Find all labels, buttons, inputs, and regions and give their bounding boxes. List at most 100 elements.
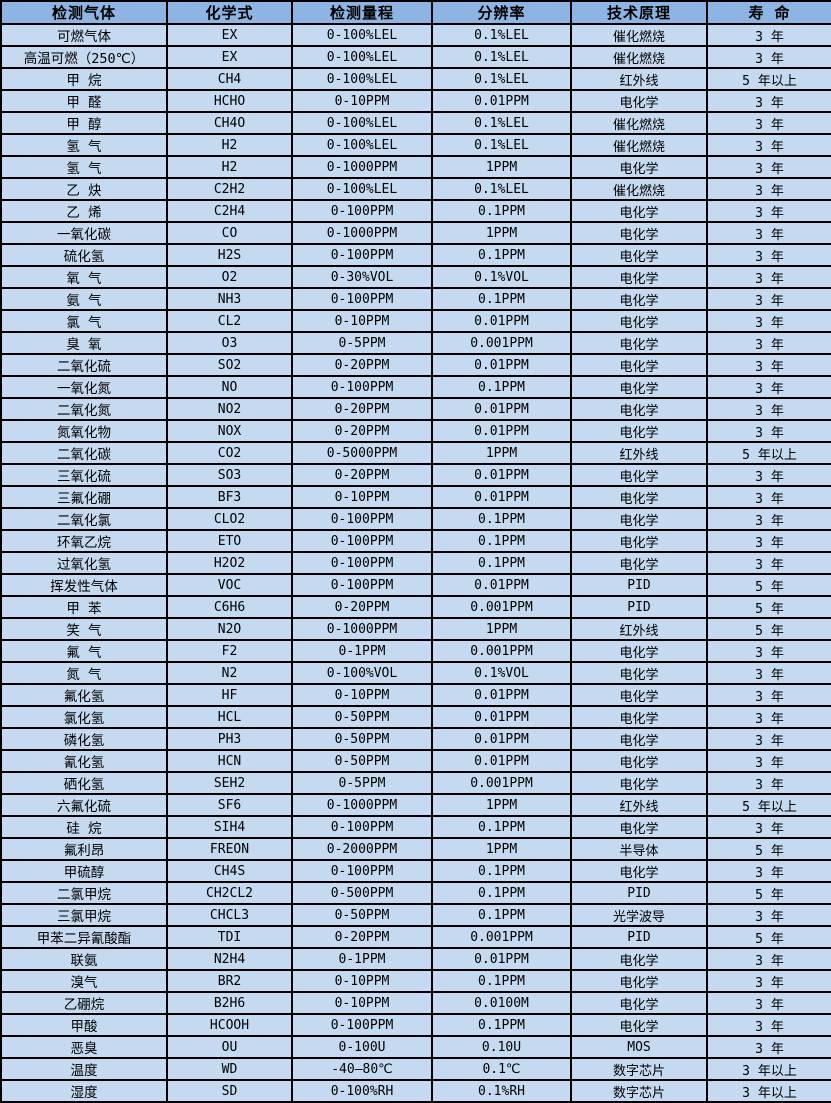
table-cell: 0.001PPM [431, 595, 572, 619]
table-cell: 电化学 [570, 507, 708, 531]
table-cell: 1PPM [431, 221, 572, 245]
table-cell: C2H2 [166, 177, 293, 201]
table-cell: ETO [166, 529, 293, 553]
gas-name-cell: 乙 炔 [0, 177, 168, 201]
table-cell: 3 年 [706, 969, 831, 993]
table-cell: 3 年 [706, 331, 831, 355]
table-cell: MOS [570, 1035, 708, 1059]
table-cell: 0.001PPM [431, 639, 572, 663]
gas-name-cell: 过氧化氢 [0, 551, 168, 575]
table-row: 甲 烷 CH4 0-100%LEL 0.1%LEL 红外线 5 年以上 [0, 67, 831, 91]
table-cell: 电化学 [570, 1013, 708, 1037]
gas-name-cell: 二氧化碳 [0, 441, 168, 465]
table-cell: 0-20PPM [291, 595, 433, 619]
table-cell: B2H6 [166, 991, 293, 1015]
gas-name-cell: 氢 气 [0, 133, 168, 157]
table-cell: 电化学 [570, 265, 708, 289]
table-row: 挥发性气体 VOC 0-100PPM 0.01PPM PID 5 年 [0, 573, 831, 597]
gas-name-cell: 六氟化硫 [0, 793, 168, 817]
table-cell: 0-100PPM [291, 815, 433, 839]
table-cell: N2 [166, 661, 293, 685]
table-cell: H2 [166, 155, 293, 179]
table-header: 检测气体 化学式 检测量程 分辨率 技术原理寿 命 [0, 0, 831, 25]
gas-name-cell: 氨 气 [0, 287, 168, 311]
gas-name-cell: 氢 气 [0, 155, 168, 179]
table-cell: 红外线 [570, 793, 708, 817]
table-cell: 3 年 [706, 991, 831, 1015]
table-cell: C6H6 [166, 595, 293, 619]
header-row: 检测气体 化学式 检测量程 分辨率 技术原理寿 命 [0, 0, 831, 25]
table-cell: 0-100%LEL [291, 111, 433, 135]
table-cell: 3 年 [706, 243, 831, 267]
gas-name-cell: 二氧化硫 [0, 353, 168, 377]
table-cell: 0.01PPM [431, 397, 572, 421]
table-cell: 0-20PPM [291, 925, 433, 949]
table-row: 乙 炔 C2H2 0-100%LEL 0.1%LEL 催化燃烧 3 年 [0, 177, 831, 201]
gas-name-cell: 三氟化硼 [0, 485, 168, 509]
table-cell: CL2 [166, 309, 293, 333]
table-cell: 0.01PPM [431, 749, 572, 773]
table-cell: 催化燃烧 [570, 177, 708, 201]
table-row: 二氧化碳 CO2 0-5000PPM 1PPM 红外线 5 年以上 [0, 441, 831, 465]
table-cell: 红外线 [570, 617, 708, 641]
table-cell: 3 年 [706, 89, 831, 113]
table-cell: 3 年 [706, 749, 831, 773]
table-row: 过氧化氢 H2O2 0-100PPM 0.1PPM 电化学 3 年 [0, 551, 831, 575]
gas-name-cell: 联氨 [0, 947, 168, 971]
table-cell: 0-5000PPM [291, 441, 433, 465]
gas-name-cell: 二氧化氮 [0, 397, 168, 421]
table-cell: 0.1PPM [431, 199, 572, 223]
table-cell: 0.1%LEL [431, 23, 572, 47]
table-cell: 0-100%RH [291, 1079, 433, 1103]
table-cell: 电化学 [570, 331, 708, 355]
table-cell: 0-2000PPM [291, 837, 433, 861]
table-cell: 0-100%LEL [291, 133, 433, 157]
table-cell: 3 年 [706, 661, 831, 685]
table-cell: 电化学 [570, 529, 708, 553]
table-cell: PID [570, 925, 708, 949]
table-cell: CH4O [166, 111, 293, 135]
table-row: 三氧化硫 SO3 0-20PPM 0.01PPM 电化学 3 年 [0, 463, 831, 487]
table-cell: 电化学 [570, 375, 708, 399]
table-cell: 0-50PPM [291, 749, 433, 773]
table-row: 甲 醇 CH4O 0-100%LEL 0.1%LEL 催化燃烧 3 年 [0, 111, 831, 135]
table-row: 甲酸 HCOOH 0-100PPM 0.1PPM 电化学 3 年 [0, 1013, 831, 1037]
table-cell: CLO2 [166, 507, 293, 531]
table-cell: 0-10PPM [291, 683, 433, 707]
gas-name-cell: 氟 气 [0, 639, 168, 663]
table-cell: 0-20PPM [291, 397, 433, 421]
gas-name-cell: 臭 氧 [0, 331, 168, 355]
table-cell: 电化学 [570, 221, 708, 245]
table-row: 臭 氧 O3 0-5PPM 0.001PPM 电化学 3 年 [0, 331, 831, 355]
table-row: 硅 烷 SIH4 0-100PPM 0.1PPM 电化学 3 年 [0, 815, 831, 839]
table-cell: NO2 [166, 397, 293, 421]
table-cell: 3 年 [706, 375, 831, 399]
gas-name-cell: 氯化氢 [0, 705, 168, 729]
table-row: 氟化氢 HF 0-10PPM 0.01PPM 电化学 3 年 [0, 683, 831, 707]
table-cell: 3 年 [706, 639, 831, 663]
table-cell: 3 年 [706, 529, 831, 553]
table-cell: 催化燃烧 [570, 133, 708, 157]
table-cell: 红外线 [570, 67, 708, 91]
table-cell: 0.1%LEL [431, 111, 572, 135]
table-cell: 0.01PPM [431, 463, 572, 487]
table-cell: CHCL3 [166, 903, 293, 927]
table-cell: 0-100PPM [291, 529, 433, 553]
table-cell: 0-1000PPM [291, 155, 433, 179]
table-cell: SO2 [166, 353, 293, 377]
table-cell: 0.1%VOL [431, 265, 572, 289]
table-row: 二氯甲烷 CH2CL2 0-500PPM 0.1PPM PID 5 年 [0, 881, 831, 905]
table-cell: O3 [166, 331, 293, 355]
table-cell: 5 年以上 [706, 441, 831, 465]
table-cell: 电化学 [570, 969, 708, 993]
table-cell: 3 年 [706, 903, 831, 927]
table-cell: 3 年 [706, 23, 831, 47]
table-row: 磷化氢 PH3 0-50PPM 0.01PPM 电化学 3 年 [0, 727, 831, 751]
table-row: 氢 气 H2 0-1000PPM 1PPM 电化学 3 年 [0, 155, 831, 179]
table-cell: 0-20PPM [291, 463, 433, 487]
table-row: 高温可燃（250℃） EX 0-100%LEL 0.1%LEL 催化燃烧 3 年 [0, 45, 831, 69]
table-cell: 3 年 [706, 683, 831, 707]
table-cell: O2 [166, 265, 293, 289]
table-cell: 半导体 [570, 837, 708, 861]
